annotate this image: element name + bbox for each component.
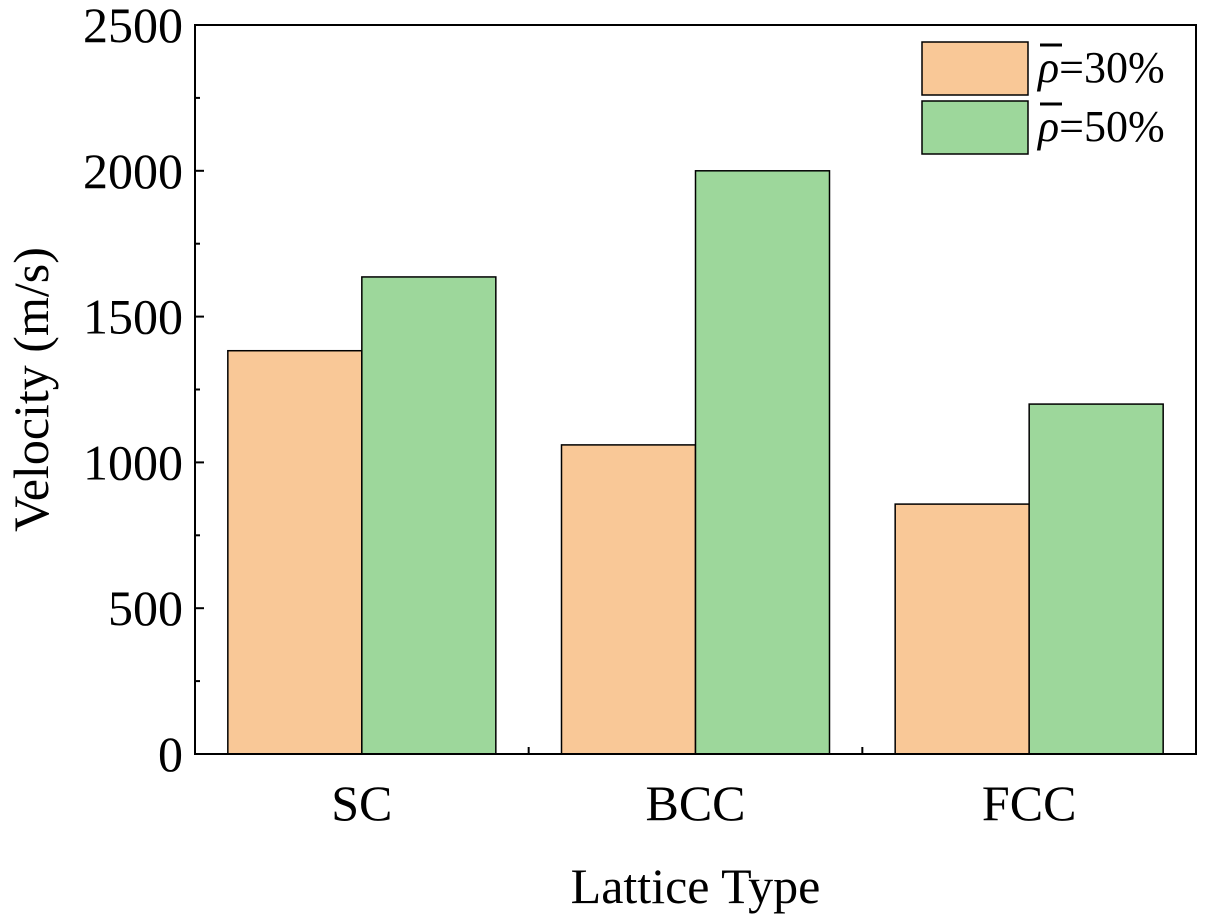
y-tick-label: 1000	[83, 434, 183, 490]
bar-bcc-series-1	[560, 444, 697, 755]
rho-symbol: ρ	[1036, 43, 1059, 92]
bar-sc-series-1	[227, 349, 363, 755]
y-tick-label: 2500	[83, 0, 183, 53]
x-tick-label-fcc: FCC	[982, 775, 1077, 831]
bar-sc-series-2	[361, 276, 497, 755]
legend-label-1: ρ=30%	[1036, 43, 1165, 92]
y-tick-label: 2000	[83, 143, 183, 199]
legend-swatch-1	[921, 41, 1029, 96]
bar-fcc-series-1	[894, 503, 1030, 755]
bar-fcc-series-2	[1028, 403, 1164, 755]
rho-symbol: ρ	[1036, 102, 1059, 151]
legend-swatch-2	[921, 100, 1029, 155]
bar-bcc-series-2	[694, 170, 831, 755]
bars-group	[227, 170, 1164, 755]
y-tick-label: 500	[108, 580, 183, 636]
y-axis: 0 500 1000 1500 2000 2500	[83, 0, 204, 782]
y-axis-title: Velocity (m/s)	[3, 247, 59, 532]
y-tick-label: 1500	[83, 289, 183, 345]
x-tick-label-sc: SC	[331, 775, 392, 831]
legend-value: =50%	[1059, 102, 1164, 151]
legend: ρ=30%ρ=50%	[921, 41, 1165, 155]
x-tick-label-bcc: BCC	[645, 775, 745, 831]
x-axis-title: Lattice Type	[571, 858, 821, 914]
y-tick-label: 0	[158, 726, 183, 782]
legend-value: =30%	[1059, 43, 1164, 92]
legend-label-2: ρ=50%	[1036, 102, 1165, 151]
x-axis: SC BCC FCC	[331, 747, 1076, 831]
